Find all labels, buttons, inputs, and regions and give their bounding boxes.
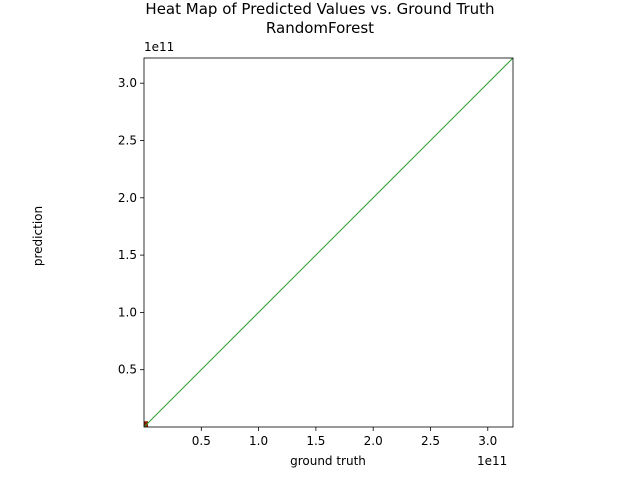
y-tick-label-2: 1.5 <box>118 248 137 262</box>
x-tick-label-3: 2.0 <box>364 434 383 448</box>
chart-subtitle: RandomForest <box>265 19 375 37</box>
y-axis-offset-label: 1e11 <box>144 40 175 54</box>
x-tick-label-4: 2.5 <box>421 434 440 448</box>
y-tick-label-3: 2.0 <box>118 191 137 205</box>
x-axis-offset-label: 1e11 <box>477 454 508 468</box>
heat-cell-0 <box>144 421 149 427</box>
y-tick-label-4: 2.5 <box>118 134 137 148</box>
reference-line <box>143 57 514 428</box>
x-tick-label-5: 3.0 <box>478 434 497 448</box>
x-axis-label: ground truth <box>290 454 366 468</box>
x-tick-label-0: 0.5 <box>192 434 211 448</box>
y-tick-label-5: 3.0 <box>118 76 137 90</box>
axes-frame <box>143 57 514 428</box>
y-tick-label-1: 1.0 <box>118 305 137 319</box>
y-tick-label-0: 0.5 <box>118 363 137 377</box>
chart-title: Heat Map of Predicted Values vs. Ground … <box>145 0 495 18</box>
x-tick-label-2: 1.5 <box>306 434 325 448</box>
x-tick-label-1: 1.0 <box>249 434 268 448</box>
